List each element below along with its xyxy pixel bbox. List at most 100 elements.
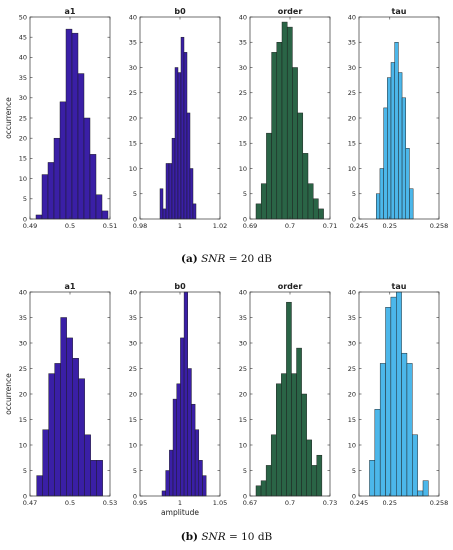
caption-b: (b) SNR = 10 dB xyxy=(0,531,453,543)
y-tick-label: 5 xyxy=(133,467,137,475)
histogram-panel-3: 0 5 10 15 20 25 30 35 40 0.69 0.7 0.71 order xyxy=(239,7,338,230)
histogram-bar xyxy=(422,480,429,497)
histogram-bar xyxy=(255,203,262,220)
y-tick-label: 0 xyxy=(243,492,247,500)
caption-b-label: (b) xyxy=(180,531,199,543)
panel-title: order xyxy=(278,7,303,16)
histogram-bar xyxy=(296,347,302,497)
histogram-bar xyxy=(72,358,79,497)
y-tick-label: 20 xyxy=(129,114,137,122)
histogram-bar xyxy=(83,117,91,220)
y-tick-label: 30 xyxy=(239,339,247,347)
histogram-bar xyxy=(176,383,181,497)
caption-a: (a) SNR = 20 dB xyxy=(0,253,453,265)
y-tick-label: 15 xyxy=(348,140,356,148)
histogram-bar xyxy=(286,26,293,220)
y-tick-label: 25 xyxy=(239,365,247,373)
y-tick-label: 5 xyxy=(352,467,356,475)
histogram-bar xyxy=(84,434,91,497)
histogram-bar xyxy=(96,460,103,497)
y-axis-label: occurrence xyxy=(4,97,13,139)
histogram-bar xyxy=(53,137,61,220)
histogram-bar xyxy=(379,168,384,220)
y-tick-label: 5 xyxy=(243,467,247,475)
histogram-bar xyxy=(59,101,67,220)
x-tick-label: 0.69 xyxy=(243,222,257,230)
y-tick-label: 10 xyxy=(348,441,356,449)
y-tick-label: 30 xyxy=(129,339,137,347)
y-tick-label: 20 xyxy=(348,114,356,122)
y-tick-label: 25 xyxy=(239,89,247,97)
histogram-bar xyxy=(54,363,61,497)
x-tick-label: 0.51 xyxy=(103,222,117,230)
y-tick-label: 25 xyxy=(19,114,27,122)
y-tick-label: 0 xyxy=(352,215,356,223)
y-tick-label: 35 xyxy=(348,314,356,322)
caption-b-snr: SNR xyxy=(201,531,226,543)
y-tick-label: 10 xyxy=(19,175,27,183)
histogram-bar xyxy=(165,163,170,220)
y-tick-label: 20 xyxy=(19,390,27,398)
x-tick-label: 0.67 xyxy=(243,499,257,507)
y-tick-label: 40 xyxy=(239,13,247,21)
histogram-panel-8: 0 5 10 15 20 25 30 35 40 0.245 0.25 0.258 tau xyxy=(348,282,449,507)
y-tick-label: 10 xyxy=(19,441,27,449)
histogram-bar xyxy=(90,460,97,497)
y-tick-label: 5 xyxy=(133,190,137,198)
y-tick-label: 30 xyxy=(239,64,247,72)
y-tick-label: 25 xyxy=(129,89,137,97)
histogram-bar xyxy=(311,465,318,497)
y-tick-label: 15 xyxy=(129,416,137,424)
histogram-bar xyxy=(60,317,67,497)
y-tick-label: 35 xyxy=(129,314,137,322)
y-tick-label: 30 xyxy=(348,339,356,347)
y-tick-label: 40 xyxy=(129,288,137,296)
histogram-bar xyxy=(168,163,173,220)
histogram-bar xyxy=(47,162,55,220)
x-tick-label: 0.49 xyxy=(23,222,37,230)
panel-title: b0 xyxy=(174,282,186,291)
histogram-bar xyxy=(270,434,277,497)
histogram-bar xyxy=(95,194,103,220)
y-tick-label: 0 xyxy=(133,215,137,223)
histogram-bar xyxy=(66,337,73,497)
y-tick-label: 15 xyxy=(239,140,247,148)
histogram-bar xyxy=(301,393,307,497)
x-tick-label: 0.5 xyxy=(65,499,75,507)
histogram-bar xyxy=(271,52,278,220)
histogram-bar xyxy=(385,307,392,497)
y-tick-label: 50 xyxy=(19,13,27,21)
histogram-bar xyxy=(172,398,177,497)
y-tick-label: 30 xyxy=(19,94,27,102)
y-tick-label: 20 xyxy=(19,135,27,143)
histogram-bar xyxy=(376,193,381,220)
x-tick-label: 0.245 xyxy=(350,222,369,230)
y-tick-label: 15 xyxy=(129,140,137,148)
caption-a-label: (a) xyxy=(181,253,198,265)
panel-title: tau xyxy=(392,282,407,291)
y-tick-label: 45 xyxy=(19,34,27,42)
histogram-panel-7: 0 5 10 15 20 25 30 35 40 0.67 0.7 0.73 order xyxy=(239,282,338,507)
histogram-bar xyxy=(183,291,188,497)
x-tick-label: 1 xyxy=(178,222,182,230)
y-tick-label: 10 xyxy=(129,165,137,173)
histogram-bar xyxy=(180,36,185,220)
x-tick-label: 0.53 xyxy=(103,499,117,507)
histogram-panel-2: 0 5 10 15 20 25 30 35 40 0.98 1 1.02 b0 xyxy=(129,7,228,230)
y-tick-label: 15 xyxy=(239,416,247,424)
y-tick-label: 40 xyxy=(129,13,137,21)
y-tick-label: 40 xyxy=(239,288,247,296)
y-tick-label: 25 xyxy=(348,89,356,97)
histogram-bar xyxy=(297,112,304,220)
histogram-bar xyxy=(302,153,309,220)
histogram-bar xyxy=(159,188,164,220)
histogram-bar xyxy=(312,198,319,220)
histogram-bar xyxy=(169,449,174,497)
y-tick-label: 5 xyxy=(23,195,27,203)
y-tick-label: 30 xyxy=(129,64,137,72)
histogram-bar xyxy=(412,434,418,497)
histogram-bar xyxy=(390,62,395,220)
histogram-bar xyxy=(276,383,282,497)
x-tick-label: 0.47 xyxy=(23,499,37,507)
x-tick-label: 0.73 xyxy=(323,499,337,507)
